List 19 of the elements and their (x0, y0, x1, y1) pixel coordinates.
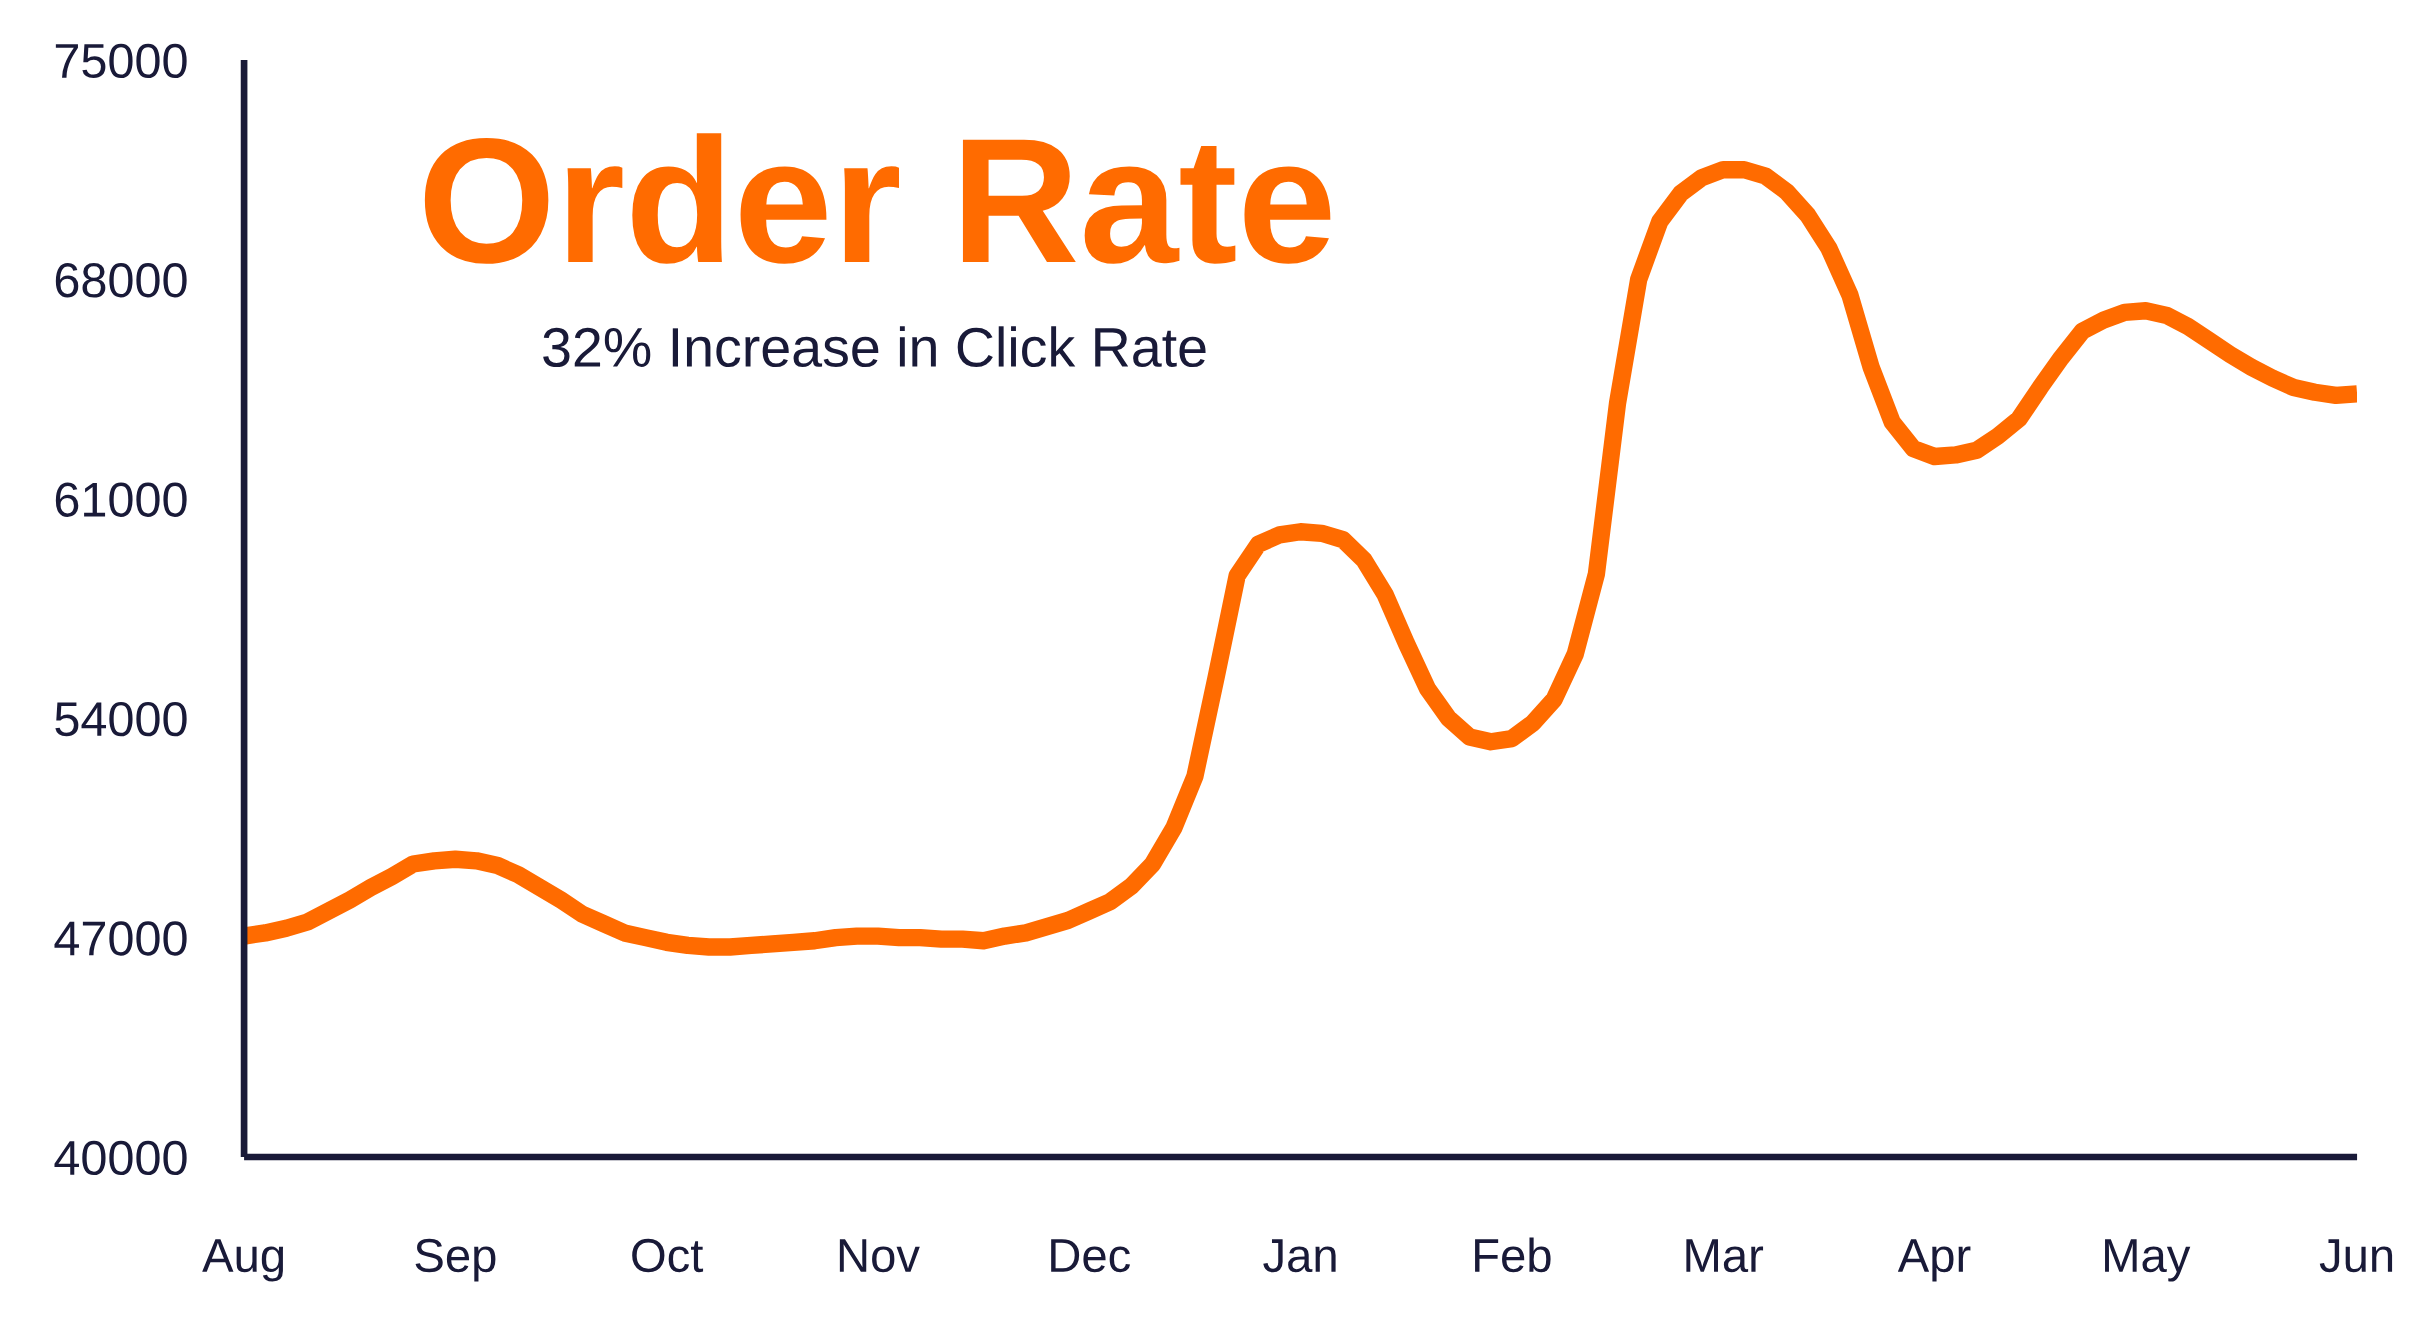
x-tick-label: Dec (1051, 1239, 1131, 1273)
x-tick-label: Apr (1897, 1239, 1971, 1282)
x-tick-label: Jun (2319, 1239, 2393, 1273)
chart-title: Order Rate (424, 133, 1331, 264)
x-tick-label: Feb (1475, 1237, 1551, 1273)
y-tick-label: 40000 (54, 1140, 187, 1176)
y-tick-label: 61000 (55, 482, 187, 517)
x-tick-label: Oct (632, 1238, 704, 1273)
x-tick-label: Aug (202, 1239, 284, 1282)
x-tick-label: Mar (1686, 1239, 1764, 1273)
x-tick-label: Sep (415, 1238, 496, 1282)
x-tick-label: Nov (839, 1239, 920, 1273)
x-tick-label: May (2105, 1239, 2191, 1282)
x-tick-label: Jan (1263, 1239, 1336, 1273)
y-tick-label: 47000 (54, 921, 187, 956)
y-tick-label: 68000 (55, 263, 187, 298)
text: 32% Increase in Click Rate (543, 326, 1206, 368)
y-tick-label: 54000 (55, 701, 187, 737)
y-tick-label: 75000 (55, 43, 187, 79)
